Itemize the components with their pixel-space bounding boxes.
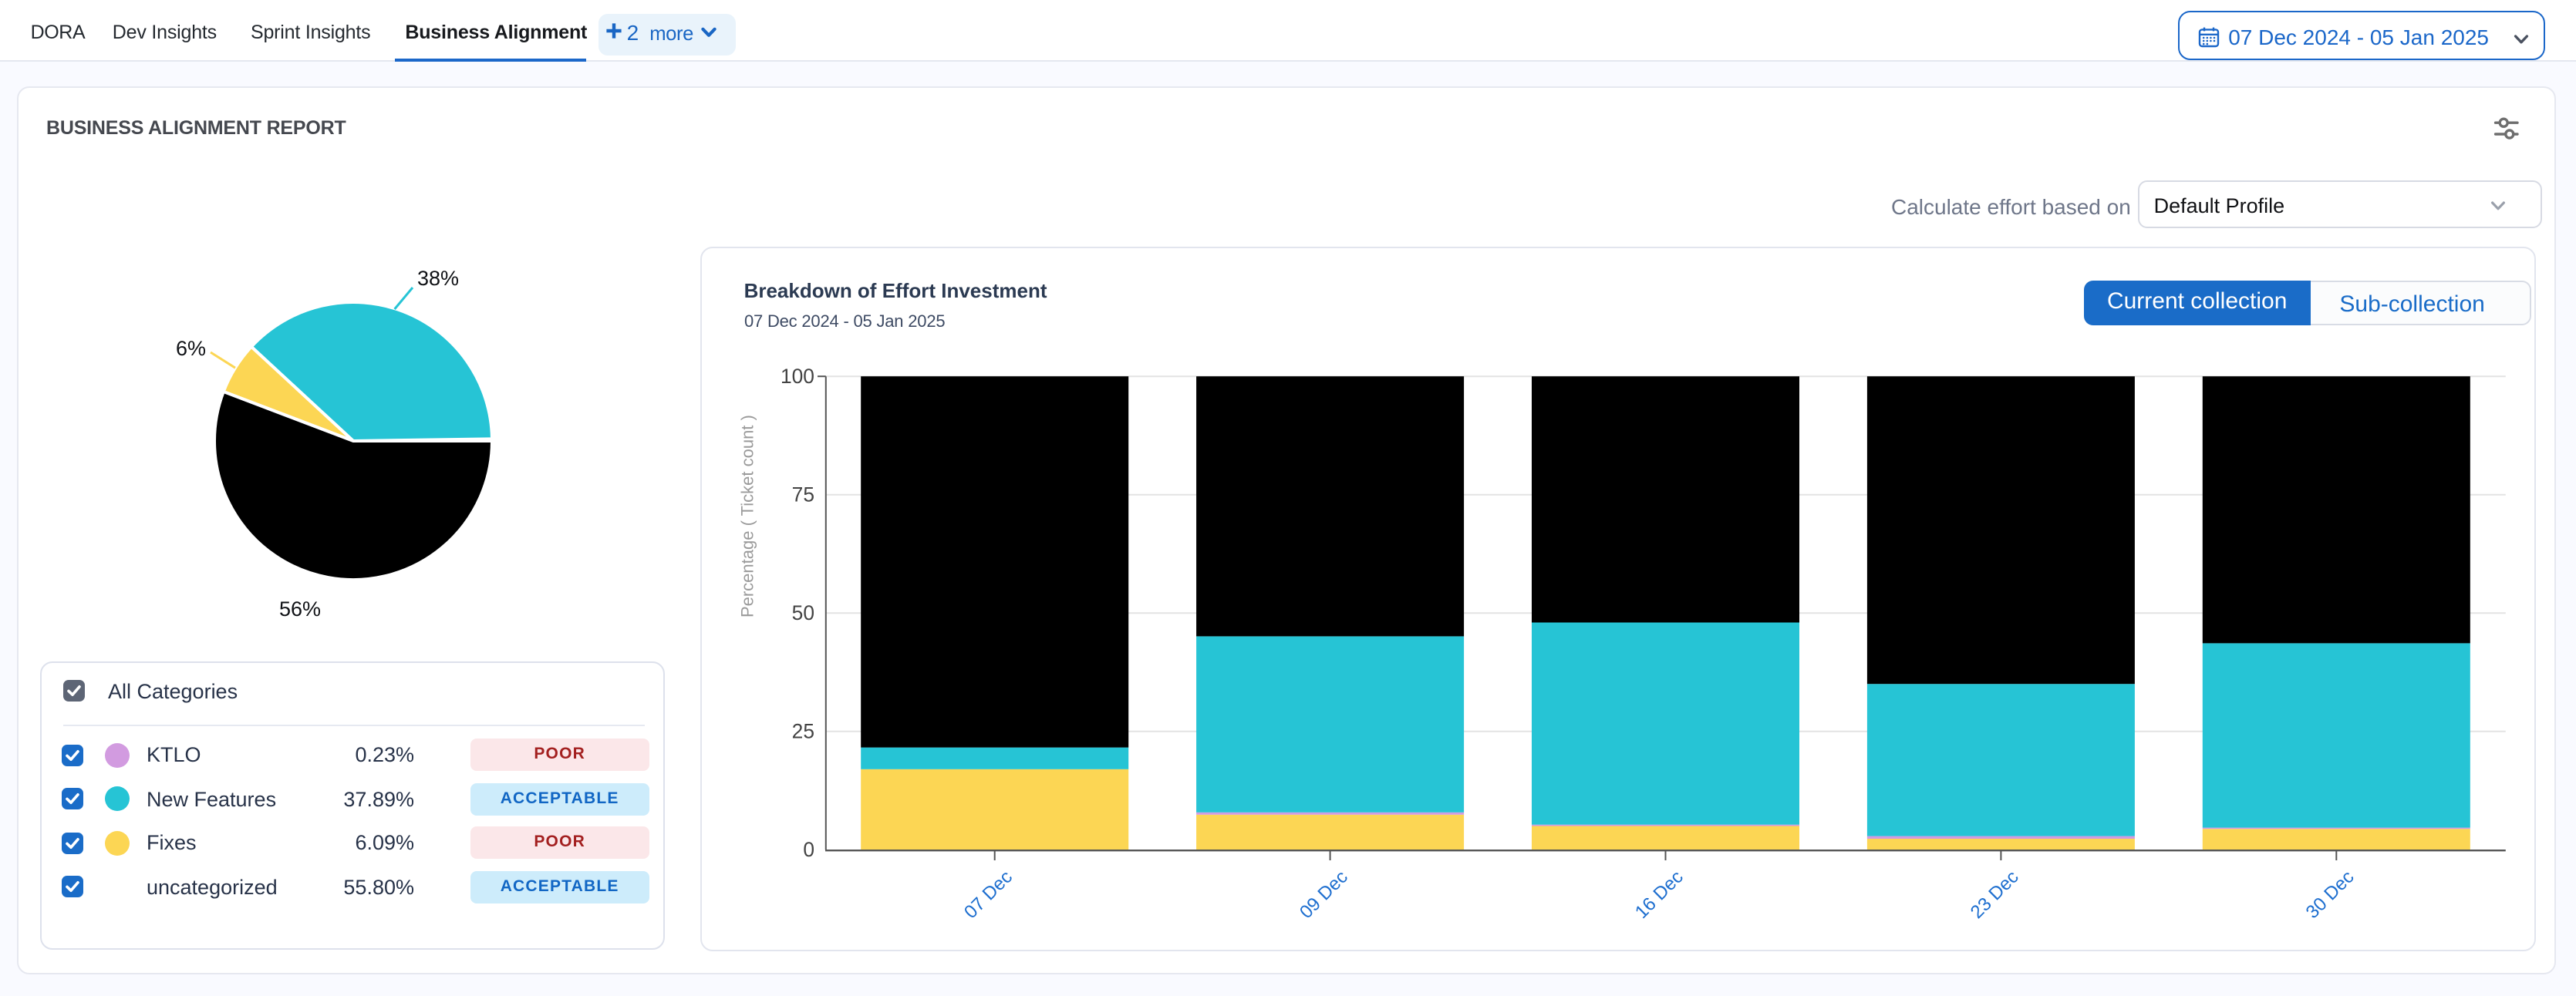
svg-text:38%: 38% [417,267,459,290]
svg-text:50: 50 [791,602,814,625]
svg-text:56%: 56% [279,597,321,621]
svg-text:07 Dec: 07 Dec [960,867,1017,924]
svg-text:25: 25 [791,720,814,743]
svg-text:30 Dec: 30 Dec [2301,867,2358,924]
svg-text:23 Dec: 23 Dec [1967,867,2023,924]
svg-text:09 Dec: 09 Dec [1296,867,1352,924]
svg-text:6%: 6% [176,337,206,360]
svg-text:16 Dec: 16 Dec [1631,867,1688,924]
svg-text:75: 75 [791,483,814,506]
svg-text:Percentage ( Ticket count ): Percentage ( Ticket count ) [737,416,757,618]
svg-text:100: 100 [781,365,814,389]
svg-text:0: 0 [803,839,814,862]
